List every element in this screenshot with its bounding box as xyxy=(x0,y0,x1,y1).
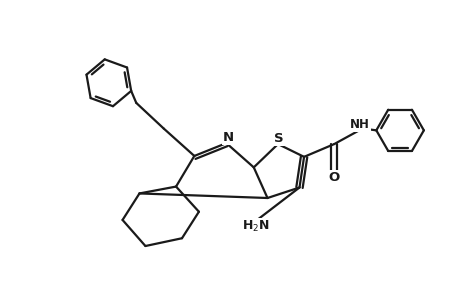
Text: S: S xyxy=(274,132,283,145)
Text: O: O xyxy=(328,171,339,184)
Text: NH: NH xyxy=(350,118,369,131)
Text: N: N xyxy=(223,131,234,144)
Text: H$_2$N: H$_2$N xyxy=(241,219,269,234)
